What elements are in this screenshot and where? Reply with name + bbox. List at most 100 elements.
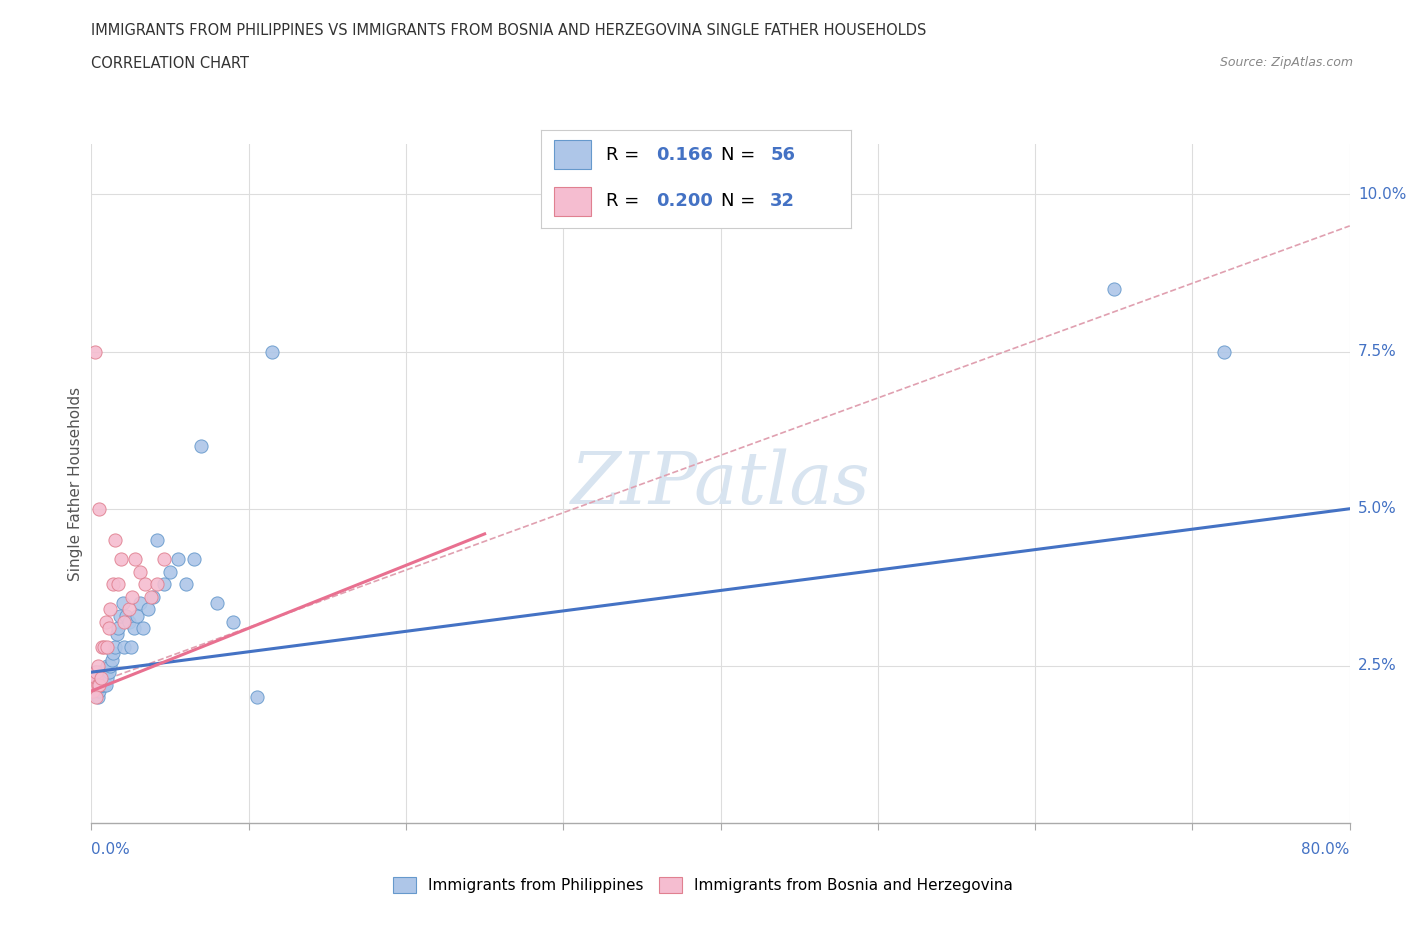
- Bar: [554, 187, 591, 216]
- Point: [94, 677, 117, 692]
- Y-axis label: Single Father Households: Single Father Households: [67, 387, 83, 580]
- Point: [152, 551, 174, 566]
- Point: [136, 602, 159, 617]
- Point: [141, 590, 163, 604]
- Text: CORRELATION CHART: CORRELATION CHART: [91, 56, 249, 71]
- Point: [146, 533, 169, 548]
- Point: [118, 602, 141, 617]
- Point: [89, 501, 111, 516]
- Text: N =: N =: [721, 146, 761, 164]
- Point: [245, 690, 267, 705]
- Text: 5.0%: 5.0%: [1358, 501, 1396, 516]
- Point: [84, 671, 107, 686]
- Point: [142, 590, 165, 604]
- Point: [111, 595, 134, 610]
- Point: [83, 677, 105, 692]
- Point: [110, 551, 132, 566]
- Point: [1212, 344, 1236, 359]
- Point: [167, 551, 190, 566]
- Point: [174, 577, 197, 591]
- Point: [89, 665, 111, 680]
- Point: [82, 684, 104, 698]
- Text: 0.0%: 0.0%: [91, 842, 131, 857]
- Text: 2.5%: 2.5%: [1358, 658, 1396, 673]
- Point: [84, 677, 107, 692]
- Point: [84, 665, 107, 680]
- Text: R =: R =: [606, 193, 645, 210]
- Point: [183, 551, 205, 566]
- Point: [105, 627, 128, 642]
- Text: ZIPatlas: ZIPatlas: [571, 448, 870, 519]
- Point: [118, 615, 141, 630]
- Point: [83, 344, 105, 359]
- Point: [86, 677, 108, 692]
- Point: [112, 615, 135, 630]
- Point: [107, 577, 129, 591]
- Point: [91, 677, 114, 692]
- Point: [132, 620, 155, 635]
- Point: [124, 551, 146, 566]
- Point: [98, 602, 121, 617]
- Point: [83, 665, 105, 680]
- Point: [262, 344, 284, 359]
- Point: [93, 677, 115, 692]
- Text: Source: ZipAtlas.com: Source: ZipAtlas.com: [1219, 56, 1353, 69]
- Text: N =: N =: [721, 193, 761, 210]
- Point: [115, 608, 138, 623]
- Point: [103, 646, 125, 661]
- Point: [104, 640, 127, 655]
- Text: R =: R =: [606, 146, 645, 164]
- Text: IMMIGRANTS FROM PHILIPPINES VS IMMIGRANTS FROM BOSNIA AND HERZEGOVINA SINGLE FAT: IMMIGRANTS FROM PHILIPPINES VS IMMIGRANT…: [91, 23, 927, 38]
- Point: [84, 690, 107, 705]
- Point: [1102, 281, 1125, 296]
- Point: [83, 684, 105, 698]
- Text: 32: 32: [770, 193, 796, 210]
- Point: [222, 615, 245, 630]
- Point: [90, 671, 112, 686]
- Point: [101, 652, 124, 667]
- Point: [96, 658, 118, 673]
- Point: [108, 608, 131, 623]
- Point: [159, 565, 181, 579]
- Point: [146, 577, 169, 591]
- Point: [125, 608, 148, 623]
- Text: 0.200: 0.200: [655, 193, 713, 210]
- Point: [82, 677, 104, 692]
- Point: [96, 640, 118, 655]
- Legend: Immigrants from Philippines, Immigrants from Bosnia and Herzegovina: Immigrants from Philippines, Immigrants …: [387, 870, 1019, 899]
- Point: [90, 677, 112, 692]
- Point: [86, 677, 108, 692]
- Point: [86, 671, 108, 686]
- Text: 56: 56: [770, 146, 796, 164]
- Point: [94, 615, 117, 630]
- Point: [190, 438, 212, 453]
- Bar: [554, 140, 591, 169]
- Point: [82, 677, 104, 692]
- Text: 10.0%: 10.0%: [1358, 187, 1406, 202]
- Point: [82, 684, 104, 698]
- Point: [134, 577, 156, 591]
- Point: [152, 577, 174, 591]
- Text: 7.5%: 7.5%: [1358, 344, 1396, 359]
- Point: [112, 640, 135, 655]
- Point: [90, 671, 112, 686]
- Point: [91, 671, 114, 686]
- Point: [91, 640, 114, 655]
- Point: [89, 677, 111, 692]
- Point: [86, 690, 108, 705]
- Point: [94, 665, 117, 680]
- Point: [96, 671, 118, 686]
- Point: [98, 658, 121, 673]
- Point: [129, 565, 152, 579]
- Point: [120, 640, 142, 655]
- Point: [89, 677, 111, 692]
- Point: [93, 640, 115, 655]
- Point: [84, 671, 107, 686]
- Point: [97, 620, 120, 635]
- Point: [121, 590, 143, 604]
- Point: [83, 671, 105, 686]
- Point: [205, 595, 228, 610]
- Point: [104, 533, 127, 548]
- Point: [129, 595, 152, 610]
- Text: 0.166: 0.166: [655, 146, 713, 164]
